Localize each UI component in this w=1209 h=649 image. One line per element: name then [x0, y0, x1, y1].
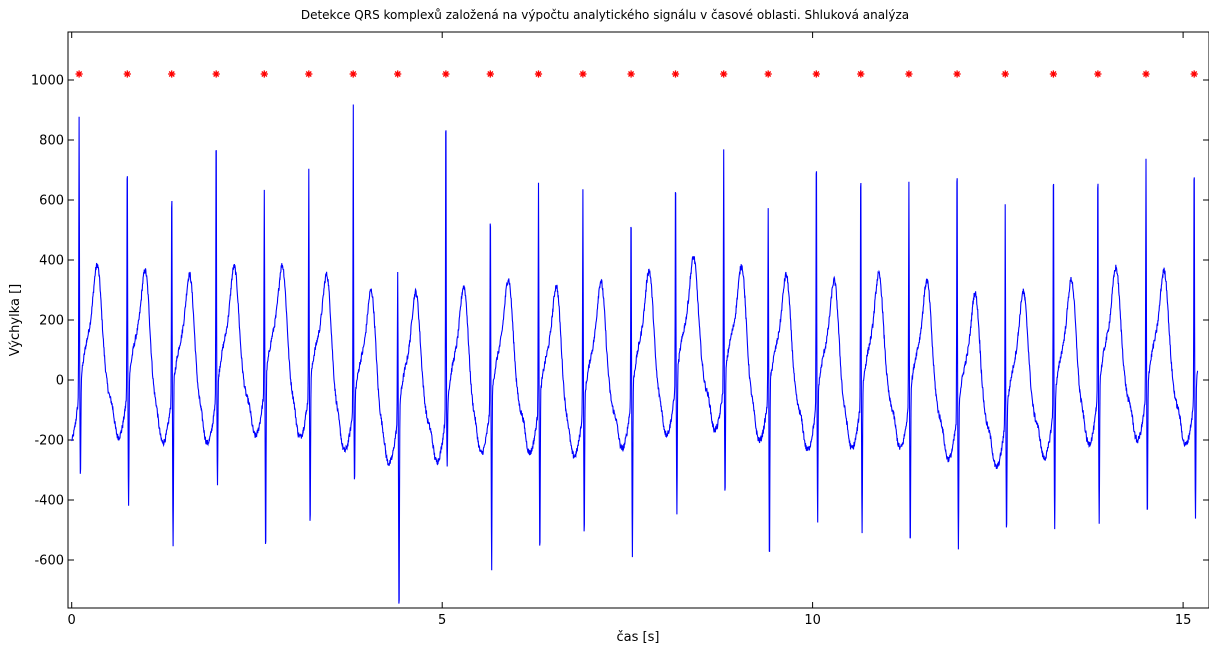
qrs-detection-marker [75, 70, 83, 78]
qrs-detection-marker [627, 70, 635, 78]
y-tick-label: -200 [34, 434, 64, 449]
y-tick-label: -400 [34, 494, 64, 509]
qrs-detection-marker [260, 70, 268, 78]
qrs-detection-marker [764, 70, 772, 78]
x-tick-label: 5 [438, 613, 446, 628]
y-tick-label: 0 [56, 374, 64, 389]
y-tick-label: 600 [39, 194, 64, 209]
qrs-detection-marker [1190, 70, 1198, 78]
y-tick-label: -600 [34, 554, 64, 569]
y-axis-label: Výchylka [] [8, 284, 23, 356]
chart-title: Detekce QRS komplexů založená na výpočtu… [301, 8, 909, 22]
qrs-detection-marker [486, 70, 494, 78]
qrs-detection-marker [212, 70, 220, 78]
y-tick-label: 800 [39, 134, 64, 149]
marker-layer [75, 70, 1198, 78]
qrs-detection-marker [123, 70, 131, 78]
qrs-detection-marker [168, 70, 176, 78]
qrs-detection-marker [394, 70, 402, 78]
qrs-detection-marker [534, 70, 543, 78]
x-axis-label: čas [s] [617, 630, 660, 645]
qrs-detection-marker [720, 70, 728, 78]
y-tick-label: 400 [39, 254, 64, 269]
y-tick-label: 1000 [31, 74, 64, 89]
qrs-detection-marker [1094, 70, 1102, 78]
qrs-detection-marker [905, 70, 913, 78]
qrs-detection-marker [579, 70, 587, 78]
qrs-detection-marker [442, 70, 450, 78]
x-tick-label: 15 [1175, 613, 1192, 628]
plot-area [67, 31, 1209, 609]
signal-layer [71, 104, 1199, 604]
qrs-detection-marker [305, 70, 313, 78]
qrs-detection-marker [1049, 70, 1057, 78]
x-tick-label: 0 [68, 613, 76, 628]
qrs-detection-marker [812, 70, 820, 78]
axis-ticks: 0 5 10 15 -600 -400 -200 0 200 400 600 800 1000 [31, 32, 1209, 628]
qrs-detection-marker [953, 70, 961, 78]
y-tick-label: 200 [39, 314, 64, 329]
qrs-detection-marker [1001, 70, 1009, 78]
ecg-signal-line [71, 104, 1199, 604]
x-tick-label: 10 [804, 613, 821, 628]
qrs-detection-marker [349, 70, 357, 78]
qrs-detection-marker [857, 70, 865, 78]
qrs-detection-marker [671, 70, 680, 78]
qrs-detection-marker [1142, 70, 1150, 78]
